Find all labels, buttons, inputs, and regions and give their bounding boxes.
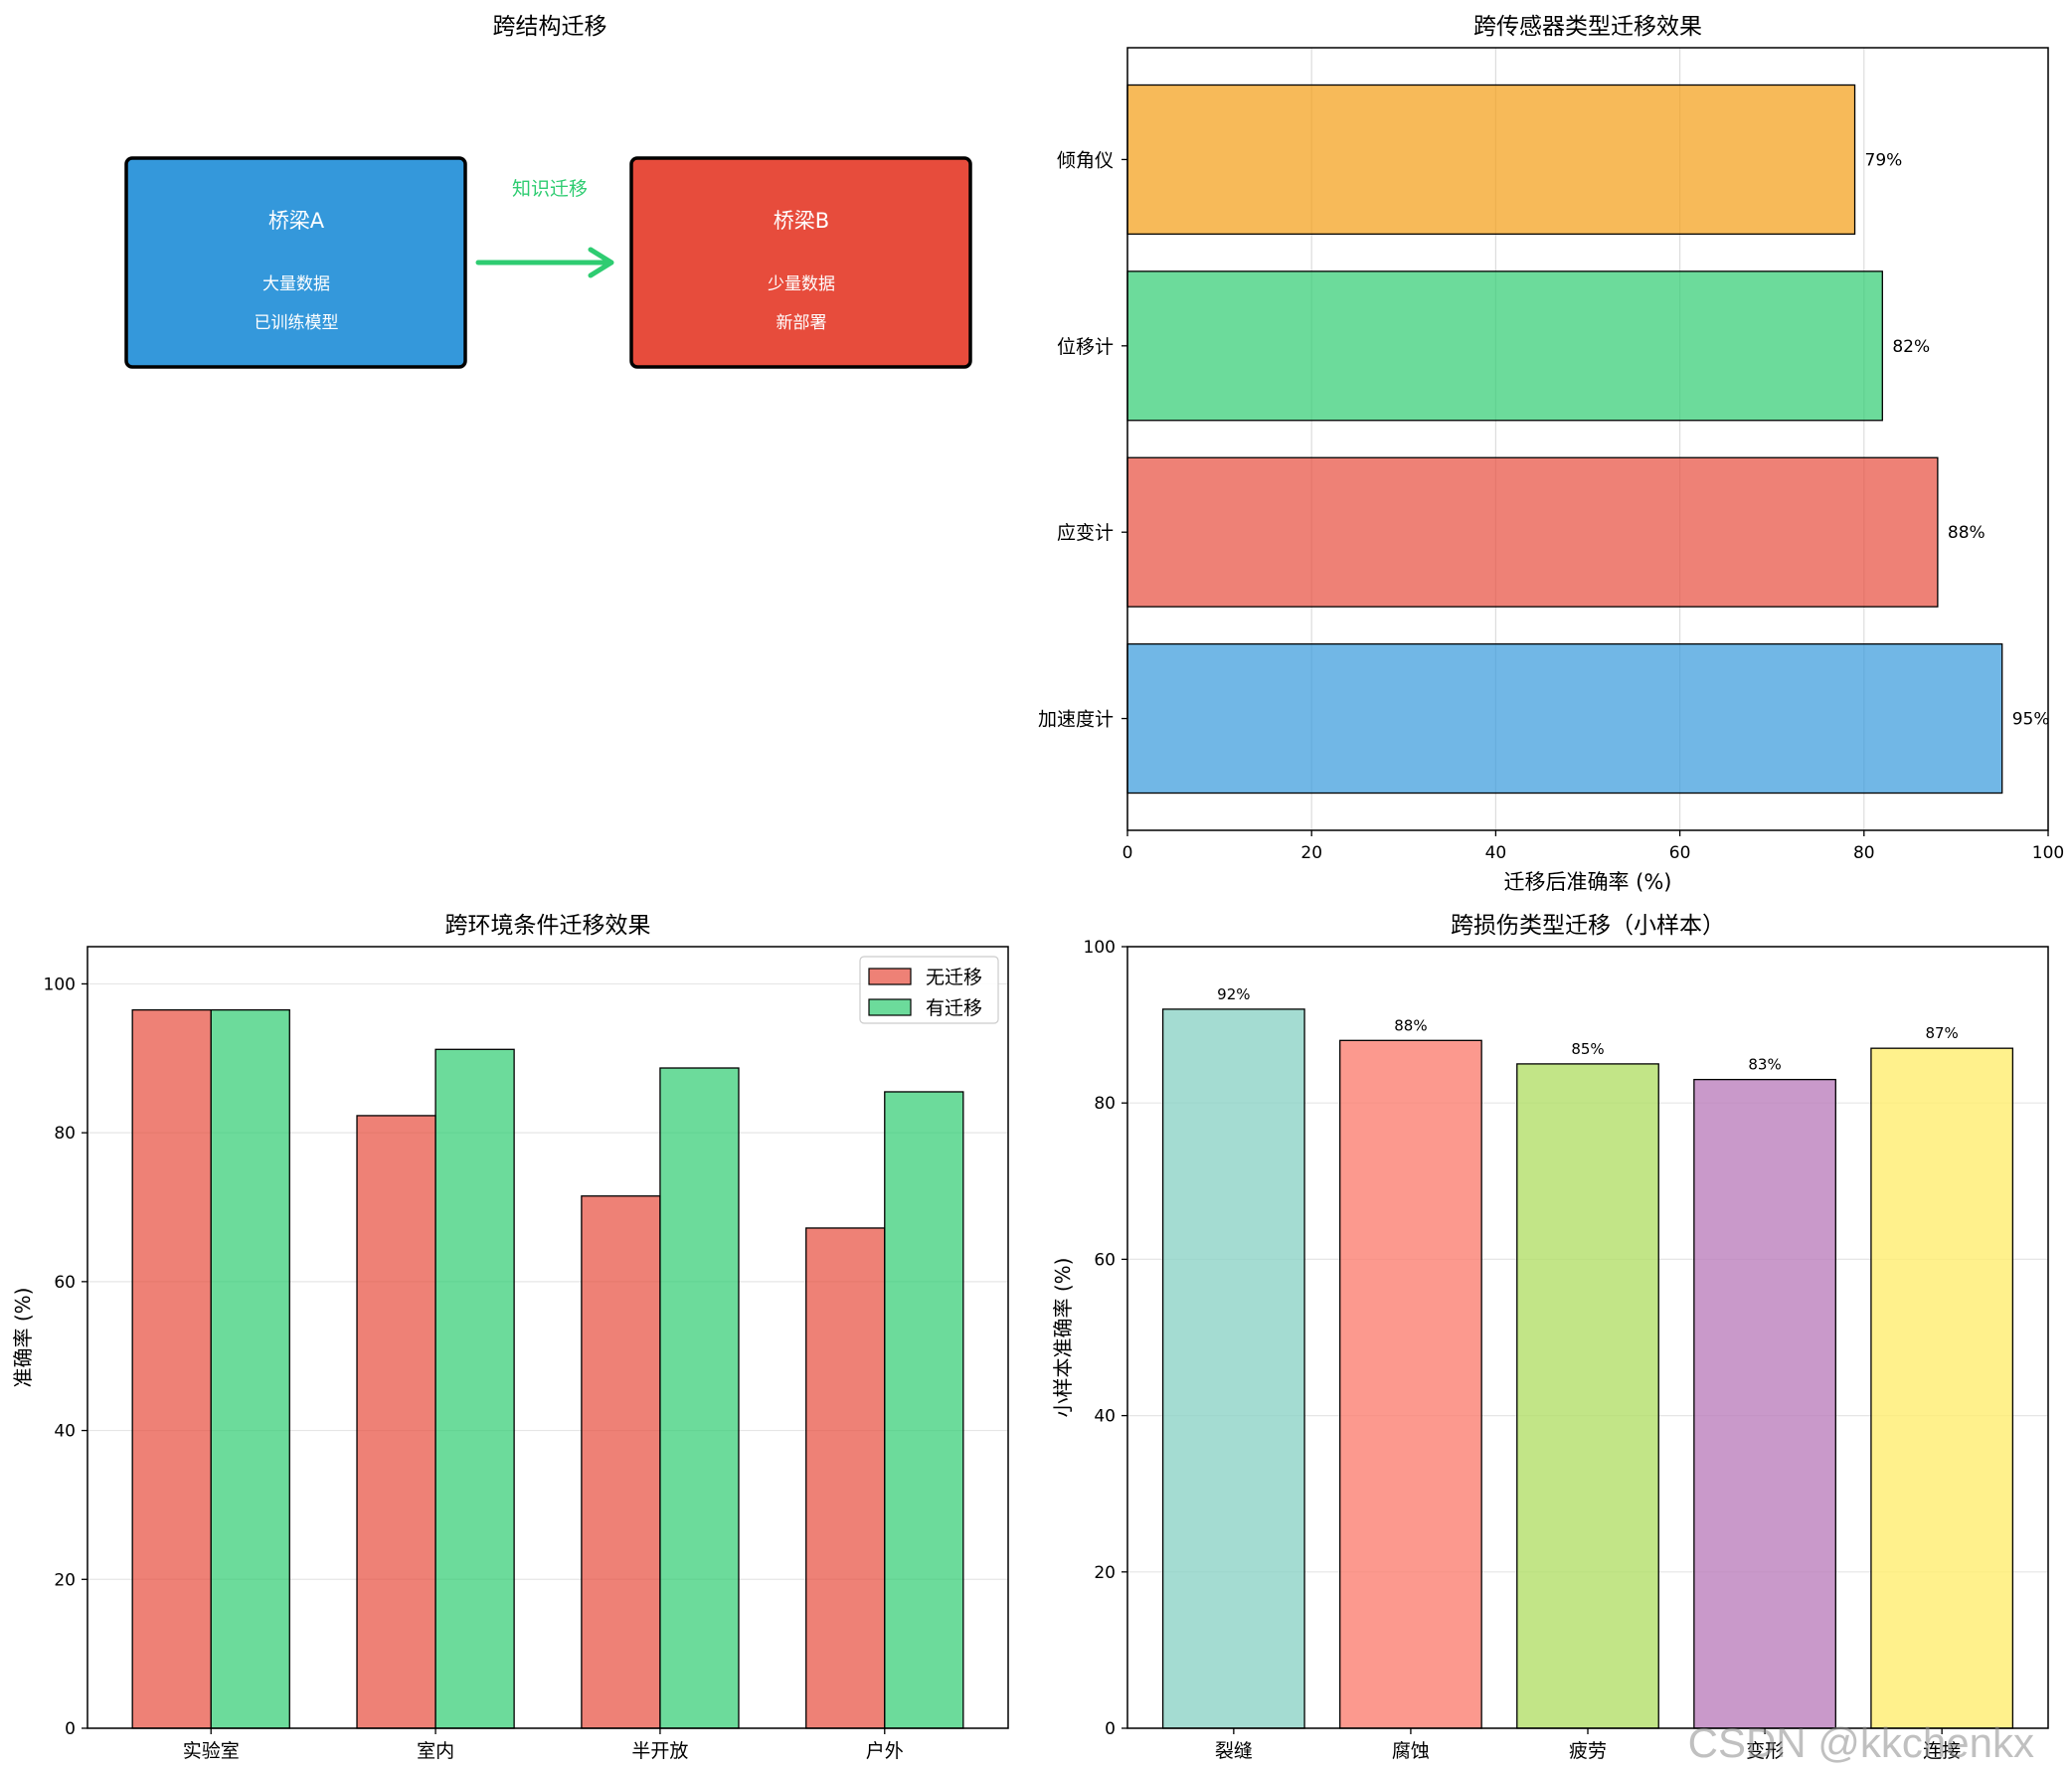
chart-title: 跨损伤类型迁移（小样本） — [1451, 913, 1725, 939]
bar-no-transfer — [131, 1008, 212, 1729]
x-tick-label: 变形 — [1746, 1740, 1784, 1762]
bar — [1161, 1008, 1305, 1729]
x-axis-label: 迁移后准确率 (%) — [1503, 870, 1671, 894]
bridge-a-label: 桥梁A — [268, 209, 325, 233]
bar-value-label: 82% — [1892, 337, 1930, 357]
bar-with-transfer — [884, 1091, 964, 1729]
x-tick-label: 户外 — [866, 1740, 904, 1762]
bar-with-transfer — [434, 1048, 515, 1729]
y-tick-label: 20 — [1094, 1563, 1116, 1583]
x-tick-label: 疲劳 — [1569, 1740, 1607, 1762]
diagram-title: 跨结构迁移 — [493, 14, 607, 40]
bridge-b-line-2: 新部署 — [777, 313, 827, 333]
plot-frame — [86, 946, 1009, 1729]
legend-swatch — [868, 998, 912, 1016]
structure-transfer-diagram: 跨结构迁移 桥梁A 大量数据 已训练模型 桥梁B 少量数据 新部署 知识迁移 — [124, 14, 972, 369]
y-tick-label: 应变计 — [1057, 522, 1114, 544]
bar — [1126, 456, 1939, 608]
y-axis-label: 准确率 (%) — [11, 1288, 35, 1388]
y-tick-label: 100 — [44, 975, 76, 994]
bar — [1693, 1078, 1836, 1729]
y-tick-label: 80 — [54, 1124, 76, 1144]
transfer-arrow-head — [588, 247, 614, 278]
bridge-b-box — [629, 156, 972, 369]
y-axis-label: 小样本准确率 (%) — [1051, 1258, 1075, 1418]
transfer-arrow-label: 知识迁移 — [512, 178, 588, 200]
bar-value-label: 95% — [2012, 710, 2050, 730]
bridge-a-line-1: 大量数据 — [262, 274, 330, 294]
bar-value-label: 88% — [1394, 1016, 1427, 1034]
x-tick-label: 100 — [2032, 843, 2064, 863]
bar-no-transfer — [581, 1195, 661, 1729]
bar-value-label: 88% — [1948, 523, 1986, 543]
bar-with-transfer — [210, 1008, 290, 1729]
legend-swatch — [868, 968, 912, 985]
legend-label: 无迁移 — [926, 967, 982, 988]
y-tick-label: 加速度计 — [1038, 709, 1114, 731]
x-tick-label: 腐蚀 — [1392, 1740, 1430, 1762]
bar — [1339, 1039, 1482, 1729]
y-tick-label: 60 — [54, 1273, 76, 1293]
bridge-b-label: 桥梁B — [774, 209, 829, 233]
bar — [1516, 1063, 1659, 1729]
bar — [1126, 270, 1883, 422]
chart-title: 跨传感器类型迁移效果 — [1473, 14, 1702, 40]
bar — [1126, 84, 1856, 236]
bridge-b-line-1: 少量数据 — [768, 274, 835, 294]
y-tick-label: 40 — [54, 1422, 76, 1442]
y-tick-label: 80 — [1094, 1094, 1116, 1114]
x-tick-label: 半开放 — [631, 1740, 688, 1762]
sensor-transfer-chart: 95% 加速度计 88% 应变计 82% 位移计 79% 倾角仪 0 20 40 60 80 100 迁移后… — [1038, 14, 2064, 894]
y-tick-label: 100 — [1084, 938, 1116, 958]
plot-frame — [1126, 47, 2049, 831]
y-tick-label: 0 — [65, 1719, 76, 1739]
y-tick-label: 60 — [1094, 1250, 1116, 1270]
bar-value-label: 85% — [1571, 1040, 1604, 1058]
y-tick-label: 40 — [1094, 1407, 1116, 1427]
bar-with-transfer — [659, 1067, 740, 1729]
x-tick-label: 实验室 — [183, 1740, 240, 1762]
bar-no-transfer — [356, 1115, 436, 1729]
x-tick-label: 40 — [1485, 843, 1507, 863]
bar — [1126, 642, 2003, 795]
x-tick-label: 裂缝 — [1215, 1740, 1253, 1762]
legend-label: 有迁移 — [926, 997, 982, 1019]
x-tick-label: 80 — [1853, 843, 1875, 863]
chart-title: 跨环境条件迁移效果 — [445, 913, 651, 939]
bar-no-transfer — [805, 1227, 886, 1729]
x-tick-label: 60 — [1669, 843, 1691, 863]
damage-transfer-chart: 92% 88% 85% 83% 87% 0 20 40 60 80 100 裂缝 腐蚀 疲劳 变形 连接 小样本… — [1051, 913, 2049, 1762]
bridge-a-box — [124, 156, 467, 369]
bar-value-label: 79% — [1865, 150, 1903, 170]
bar-value-label: 87% — [1925, 1024, 1958, 1042]
x-tick-label: 20 — [1300, 843, 1322, 863]
y-tick-label: 0 — [1105, 1719, 1116, 1739]
watermark: CSDN @kkchenkx — [1687, 1719, 2034, 1766]
y-tick-label: 倾角仪 — [1057, 149, 1114, 171]
x-tick-label: 室内 — [417, 1740, 454, 1762]
y-tick-label: 20 — [54, 1570, 76, 1590]
x-tick-label: 0 — [1122, 843, 1133, 863]
x-tick-label: 连接 — [1923, 1740, 1961, 1762]
bar-value-label: 83% — [1748, 1056, 1781, 1074]
bar-value-label: 92% — [1217, 985, 1250, 1003]
bar — [1870, 1047, 2014, 1729]
bridge-a-line-2: 已训练模型 — [255, 313, 339, 333]
y-tick-label: 位移计 — [1057, 336, 1114, 358]
environment-transfer-chart: 0 20 40 60 80 100 实验室 室内 半开放 户外 准确率 (%) 跨环境条件迁移效果无迁… — [11, 913, 1009, 1762]
